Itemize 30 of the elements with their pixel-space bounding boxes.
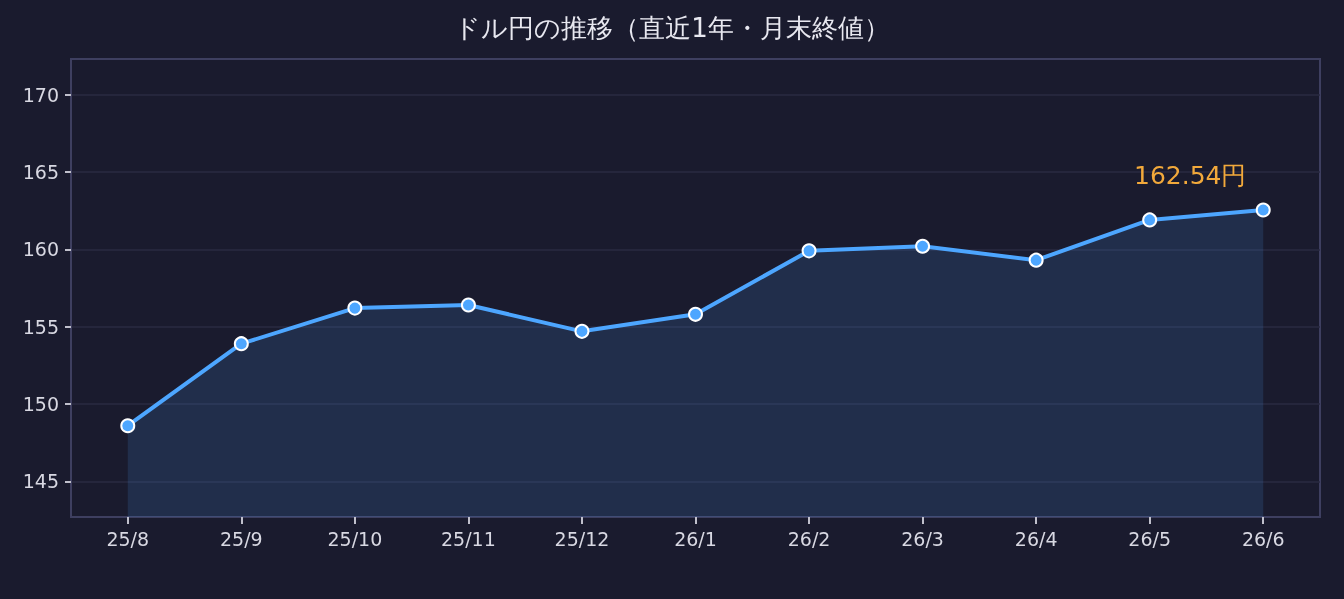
x-tick-label: 25/9 [219,527,263,550]
x-tick-label: 26/3 [901,527,944,550]
point [347,300,363,316]
x-tick-label: 25/11 [441,527,496,550]
x-tick-label: 26/1 [674,527,717,550]
data-label: 162.54円 [1133,160,1247,190]
point [233,336,249,352]
point [915,238,931,254]
x-tick-label: 25/8 [106,527,150,550]
y-tick-label: 150 [22,393,59,416]
chart-title: ドル円の推移（直近1年・月末終値） [454,13,890,43]
point [688,306,703,322]
x-tick-label: 26/5 [1128,527,1172,550]
x-tick-label: 25/12 [554,527,610,550]
point [1028,252,1044,268]
point [460,297,476,313]
point [1255,202,1271,218]
point [574,323,590,339]
point [1142,212,1158,228]
x-tick-label: 26/4 [1014,527,1058,550]
y-tick-label: 165 [22,160,59,183]
y-tick-label: 155 [22,315,59,338]
y-tick-label: 170 [22,83,59,106]
point [120,418,136,434]
point [801,243,817,259]
x-tick-label: 25/10 [327,527,383,550]
y-tick-label: 145 [22,470,59,493]
y-tick-label: 160 [22,238,59,261]
x-tick-label: 26/2 [787,527,831,550]
x-tick-label: 26/6 [1241,527,1285,550]
